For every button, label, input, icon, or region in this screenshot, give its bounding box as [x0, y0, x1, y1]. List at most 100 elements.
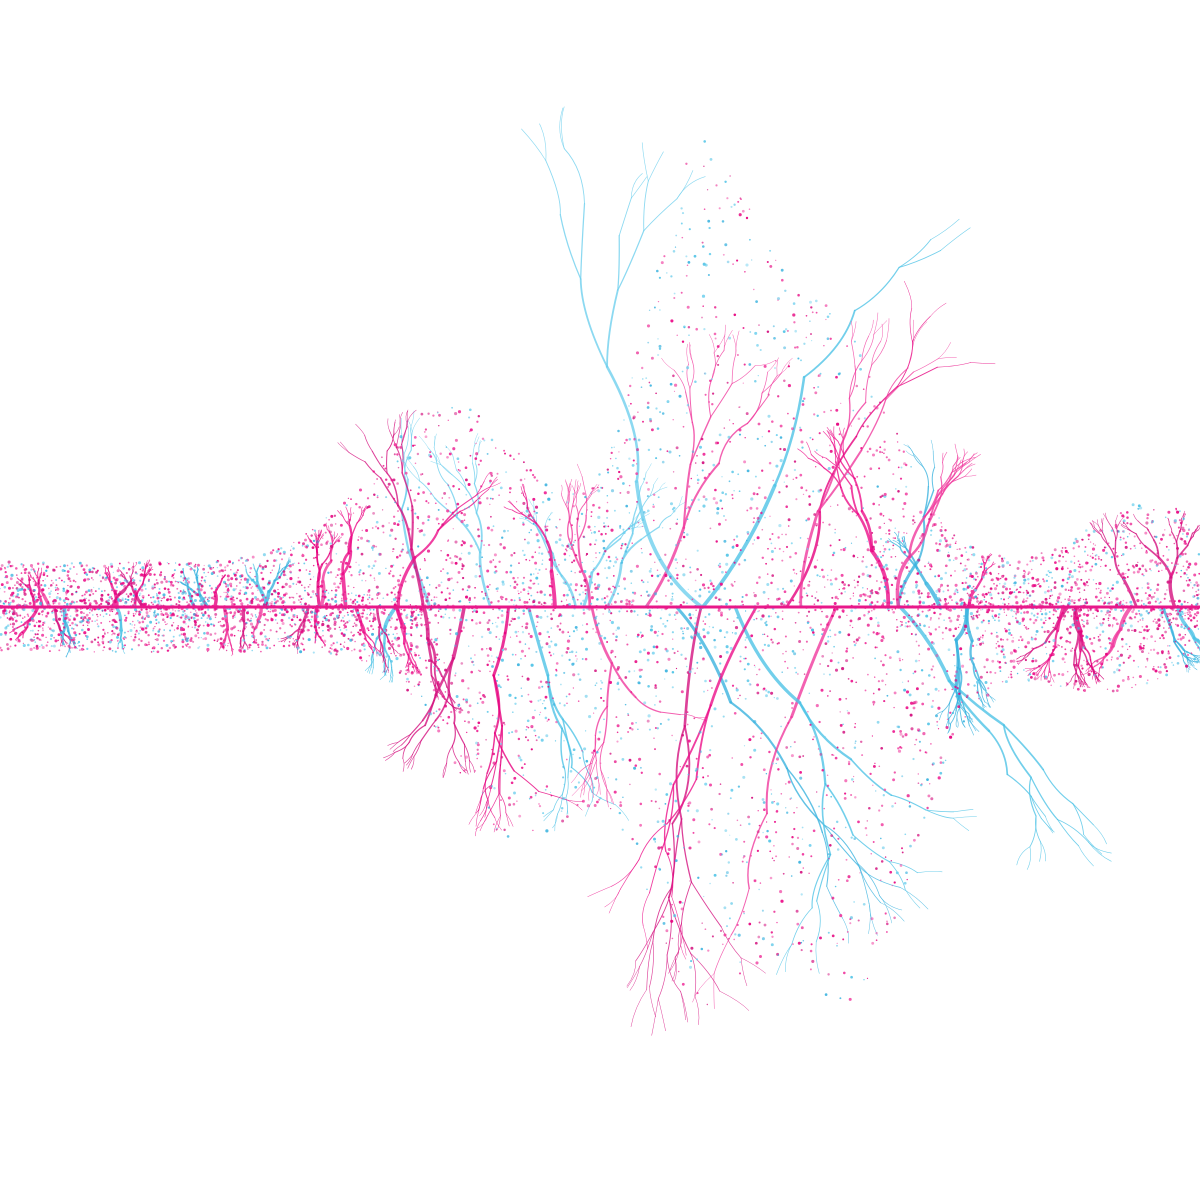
particle: [674, 558, 678, 561]
branch: [686, 363, 691, 389]
particle: [767, 547, 769, 550]
particle: [329, 542, 332, 545]
particle: [971, 616, 975, 620]
particle: [940, 583, 944, 587]
particle: [1035, 633, 1037, 636]
particle: [1045, 579, 1049, 583]
particle: [1022, 569, 1026, 573]
particle: [502, 635, 505, 638]
particle: [1139, 642, 1142, 645]
branch: [566, 521, 572, 545]
branch: [241, 644, 245, 650]
particle: [340, 580, 343, 583]
particle: [594, 684, 597, 687]
particle: [971, 554, 973, 556]
particle: [390, 652, 392, 655]
particle: [615, 629, 617, 631]
particle: [548, 593, 552, 597]
particle: [305, 569, 308, 571]
particle: [1119, 538, 1122, 541]
particle: [321, 622, 325, 627]
particle: [428, 621, 431, 624]
particle: [926, 595, 930, 599]
branch: [850, 341, 856, 367]
branch: [1192, 637, 1200, 646]
particle: [688, 801, 692, 805]
branch: [117, 567, 121, 572]
branch: [590, 550, 607, 574]
particle: [119, 617, 121, 620]
branch: [412, 417, 420, 432]
particle: [1127, 675, 1130, 678]
particle: [39, 646, 41, 648]
branch: [983, 689, 991, 697]
particle: [784, 716, 787, 719]
branch: [718, 422, 749, 465]
particle: [983, 596, 986, 598]
particle: [399, 653, 403, 657]
particle: [319, 584, 324, 588]
particle: [904, 492, 908, 496]
particle: [228, 560, 232, 564]
branch: [680, 931, 687, 956]
particle: [707, 689, 709, 692]
particle: [751, 796, 754, 799]
particle: [935, 542, 938, 545]
particle: [954, 590, 957, 593]
particle: [283, 593, 286, 597]
particle: [371, 567, 374, 570]
branch: [669, 952, 679, 971]
particle: [689, 880, 691, 882]
branch: [710, 383, 733, 418]
particle: [456, 502, 460, 506]
particle: [628, 602, 631, 606]
particle: [1167, 510, 1171, 514]
branch: [279, 563, 281, 569]
particle: [326, 540, 329, 543]
particle: [768, 839, 772, 843]
particle: [1183, 600, 1186, 603]
particle: [1123, 582, 1126, 585]
branch: [672, 704, 712, 786]
particle: [849, 619, 853, 623]
particle: [196, 593, 200, 597]
branch: [907, 340, 915, 369]
particle: [118, 619, 121, 622]
particle: [868, 375, 871, 378]
particle: [42, 561, 45, 565]
particle: [545, 734, 549, 738]
particle: [1166, 615, 1169, 618]
particle: [563, 552, 567, 556]
particle: [698, 730, 702, 734]
particle: [839, 723, 843, 727]
particle: [635, 564, 639, 568]
branch: [326, 528, 332, 538]
particle: [76, 585, 80, 589]
particle: [987, 591, 990, 594]
branch: [925, 809, 954, 813]
branch: [963, 457, 976, 462]
particle: [393, 443, 397, 447]
branch: [1036, 665, 1043, 673]
particle: [53, 636, 55, 639]
particle: [426, 549, 431, 553]
particle: [432, 712, 435, 715]
branch: [1084, 647, 1092, 661]
particle: [473, 726, 477, 730]
branch: [186, 583, 191, 596]
branch: [873, 312, 879, 335]
particle: [71, 647, 74, 649]
particle: [794, 621, 797, 624]
particle: [1114, 526, 1118, 529]
particle: [138, 594, 141, 597]
particle: [1150, 609, 1153, 612]
particle: [474, 654, 476, 656]
branch: [469, 760, 475, 773]
particle: [1005, 614, 1008, 616]
particle: [70, 639, 72, 641]
particle: [981, 634, 984, 637]
particle: [237, 609, 241, 614]
particle: [791, 649, 795, 653]
branch: [694, 995, 700, 1025]
particle: [399, 669, 403, 673]
